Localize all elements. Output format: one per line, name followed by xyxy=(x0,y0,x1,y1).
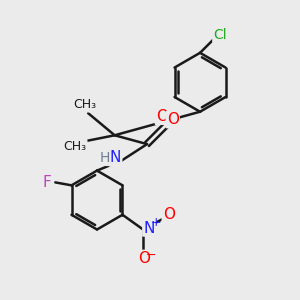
Text: CH₃: CH₃ xyxy=(74,98,97,111)
Text: O: O xyxy=(167,112,179,127)
Text: Cl: Cl xyxy=(213,28,227,42)
Text: O: O xyxy=(138,251,150,266)
Text: H: H xyxy=(99,151,110,165)
Text: O: O xyxy=(163,207,175,222)
Text: N: N xyxy=(110,150,121,165)
Text: F: F xyxy=(43,175,52,190)
Text: +: + xyxy=(151,216,162,229)
Text: N: N xyxy=(143,220,155,236)
Text: CH₃: CH₃ xyxy=(63,140,86,153)
Text: −: − xyxy=(146,249,157,262)
Text: O: O xyxy=(156,109,168,124)
